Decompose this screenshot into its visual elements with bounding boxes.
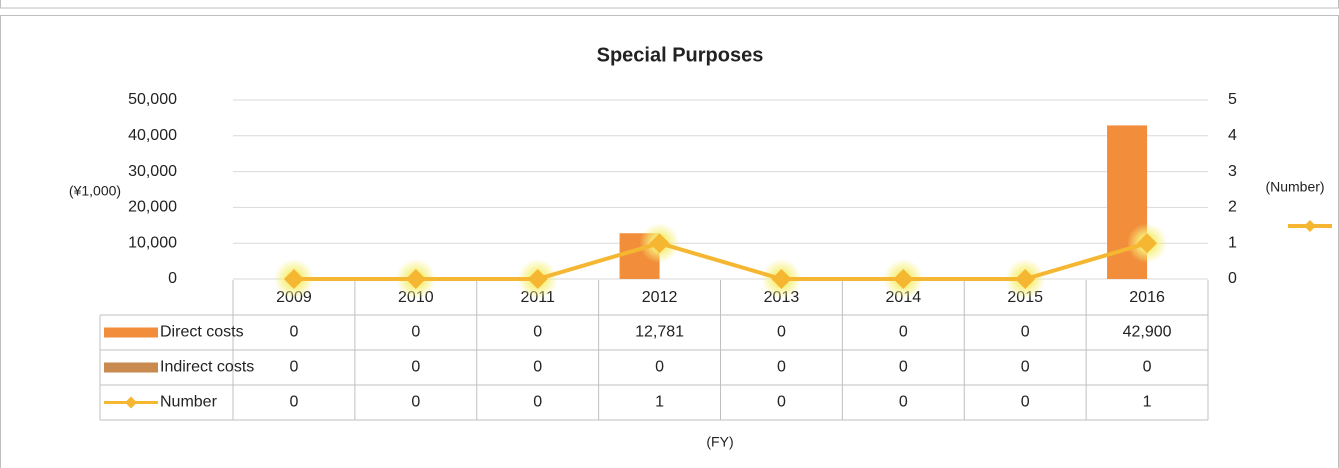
table-value: 0 (1021, 359, 1030, 376)
table-value: 0 (1143, 359, 1152, 376)
table-value: 0 (533, 394, 542, 411)
y-tick-label: 30,000 (128, 163, 177, 180)
table-value: 0 (411, 394, 420, 411)
legend-label: Indirect costs (160, 359, 254, 376)
x-axis-label: (FY) (706, 434, 733, 450)
table-value: 0 (289, 394, 298, 411)
table-value: 0 (899, 324, 908, 341)
top-frame (0, 0, 1339, 9)
y-tick-label: 50,000 (128, 91, 177, 108)
table-value: 0 (1021, 324, 1030, 341)
y2-tick-label: 3 (1228, 163, 1237, 180)
legend-label: Direct costs (160, 324, 244, 341)
y2-tick-label: 5 (1228, 91, 1237, 108)
table-value: 0 (533, 359, 542, 376)
table-value: 0 (899, 394, 908, 411)
y2-tick-label: 4 (1228, 127, 1237, 144)
marker (527, 269, 548, 289)
marker (649, 233, 670, 254)
y-axis-label: (¥1,000) (69, 183, 121, 199)
legend-key (104, 362, 158, 373)
legend-label: Number (160, 394, 218, 411)
marker (771, 269, 792, 289)
table-value: 0 (289, 324, 298, 341)
y2-axis-label: (Number) (1265, 179, 1324, 195)
table-value: 0 (289, 359, 298, 376)
x-tick-label: 2016 (1129, 289, 1165, 306)
y2-tick-label: 2 (1228, 199, 1237, 216)
legend-key (125, 396, 137, 409)
marker (283, 269, 304, 289)
table-value: 0 (777, 359, 786, 376)
y-tick-label: 20,000 (128, 199, 177, 216)
y-tick-label: 0 (168, 270, 177, 287)
table-value: 0 (655, 359, 664, 376)
marker (893, 269, 914, 289)
table-value: 12,781 (635, 324, 684, 341)
marker (1137, 233, 1158, 254)
legend-key (104, 327, 158, 338)
table-value: 0 (1021, 394, 1030, 411)
table-value: 0 (533, 324, 542, 341)
marker (1015, 269, 1036, 289)
table-value: 0 (777, 394, 786, 411)
table-value: 0 (411, 359, 420, 376)
y-tick-label: 10,000 (128, 234, 177, 251)
line (293, 241, 1148, 281)
marker (405, 269, 426, 289)
table-value: 42,900 (1123, 324, 1172, 341)
y2-tick-label: 1 (1228, 234, 1237, 251)
table-value: 1 (1143, 394, 1152, 411)
table-value: 0 (777, 324, 786, 341)
y-tick-label: 40,000 (128, 127, 177, 144)
legend-key (1304, 220, 1316, 232)
table-value: 0 (411, 324, 420, 341)
table-value: 1 (655, 394, 664, 411)
chart-title: Special Purposes (597, 44, 764, 66)
y2-tick-label: 0 (1228, 270, 1237, 287)
x-tick-label: 2012 (642, 289, 678, 306)
table-value: 0 (899, 359, 908, 376)
